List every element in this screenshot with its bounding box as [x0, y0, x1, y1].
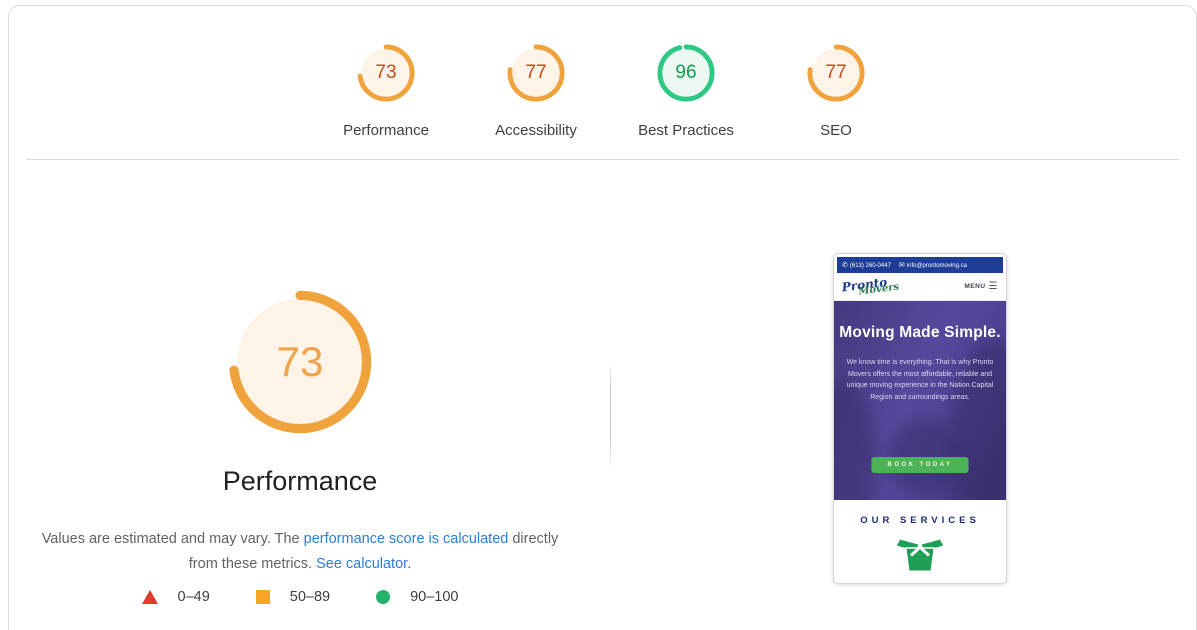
gauge-arc-icon — [228, 290, 372, 434]
score-value: 77 — [525, 62, 547, 83]
gauge-arc-icon — [657, 44, 715, 102]
site-nav: Pronto Movers MENU ☰ — [834, 273, 1006, 301]
detail-description: Values are estimated and may vary. The p… — [30, 527, 570, 578]
fail-triangle-icon — [141, 590, 158, 604]
gauge-ring: 73 — [357, 44, 415, 102]
book-today-button: BOOK TODAY — [871, 457, 969, 473]
description-text: . — [407, 556, 412, 572]
summary-gauge-performance[interactable]: 73 Performance — [311, 44, 461, 139]
description-text: Values are estimated and may vary. The — [41, 530, 304, 547]
gauge-ring: 77 — [507, 44, 565, 102]
gauge-label: Accessibility — [495, 122, 577, 139]
pronto-movers-logo: Pronto Movers — [841, 274, 900, 299]
gauge-ring: 96 — [657, 44, 715, 102]
legend-item-average: 50–89 — [255, 589, 331, 605]
score-value: 73 — [276, 338, 324, 385]
legend-item-fail: 0–49 — [141, 589, 210, 605]
gauge-arc-icon — [807, 44, 865, 102]
phone-contact: ✆ (613) 260-0447 — [842, 261, 891, 269]
detail-section-title: Performance — [222, 466, 378, 496]
performance-detail-gauge: 73 — [226, 288, 374, 436]
description-text: directly from these metrics. — [188, 530, 559, 573]
legend-item-good: 90–100 — [376, 589, 458, 605]
open-box-icon — [834, 535, 1006, 578]
score-calculation-link[interactable]: performance score is calculated — [303, 530, 509, 547]
score-legend: 0–49 50–89 90–100 — [30, 589, 570, 605]
site-menu-button: MENU ☰ — [964, 281, 998, 292]
summary-gauge-best-practices[interactable]: 96 Best Practices — [611, 44, 761, 139]
gauge-arc-icon — [507, 44, 565, 102]
see-calculator-link[interactable]: See calculator — [316, 556, 408, 572]
legend-range: 90–100 — [410, 589, 459, 605]
legend-range: 50–89 — [289, 589, 331, 605]
score-value: 73 — [375, 62, 397, 83]
good-circle-icon — [376, 590, 391, 604]
score-value: 96 — [675, 62, 697, 83]
email-contact: ✉ info@prontomoving.ca — [899, 261, 967, 269]
services-heading: OUR SERVICES — [860, 515, 980, 526]
site-topbar: ✆ (613) 260-0447 ✉ info@prontomoving.ca — [837, 257, 1003, 273]
hero-photo-shape — [886, 419, 960, 493]
gauge-label: Performance — [343, 122, 429, 139]
summary-gauge-seo[interactable]: 77 SEO — [761, 44, 911, 139]
summary-gauge-accessibility[interactable]: 77 Accessibility — [461, 44, 611, 139]
gauge-label: Best Practices — [638, 122, 734, 139]
average-square-icon — [255, 590, 270, 604]
gauge-ring: 77 — [807, 44, 865, 102]
final-screenshot-thumbnail: ✆ (613) 260-0447 ✉ info@prontomoving.ca Pr… — [833, 253, 1007, 584]
report-card: 73 Performance 77 Accessibility 96 Best … — [8, 5, 1197, 630]
score-value: 77 — [825, 62, 847, 83]
phone-icon: ✆ — [842, 262, 848, 269]
email-icon: ✉ — [898, 262, 905, 269]
email-address: info@prontomoving.ca — [906, 263, 967, 269]
phone-number: (613) 260-0447 — [849, 263, 891, 269]
hero-body-text: We know time is everything. That is why … — [846, 359, 994, 401]
site-services-section: OUR SERVICES — [834, 500, 1006, 578]
gauge-arc-icon — [357, 44, 415, 102]
section-divider — [26, 159, 1179, 160]
menu-label: MENU — [964, 283, 986, 290]
legend-range: 0–49 — [177, 589, 210, 605]
gauge-label: SEO — [820, 122, 852, 139]
hamburger-icon: ☰ — [988, 281, 998, 292]
site-hero: Moving Made Simple. We know time is ever… — [834, 301, 1006, 500]
vertical-separator — [610, 359, 611, 471]
hero-heading: Moving Made Simple. — [839, 324, 1001, 341]
